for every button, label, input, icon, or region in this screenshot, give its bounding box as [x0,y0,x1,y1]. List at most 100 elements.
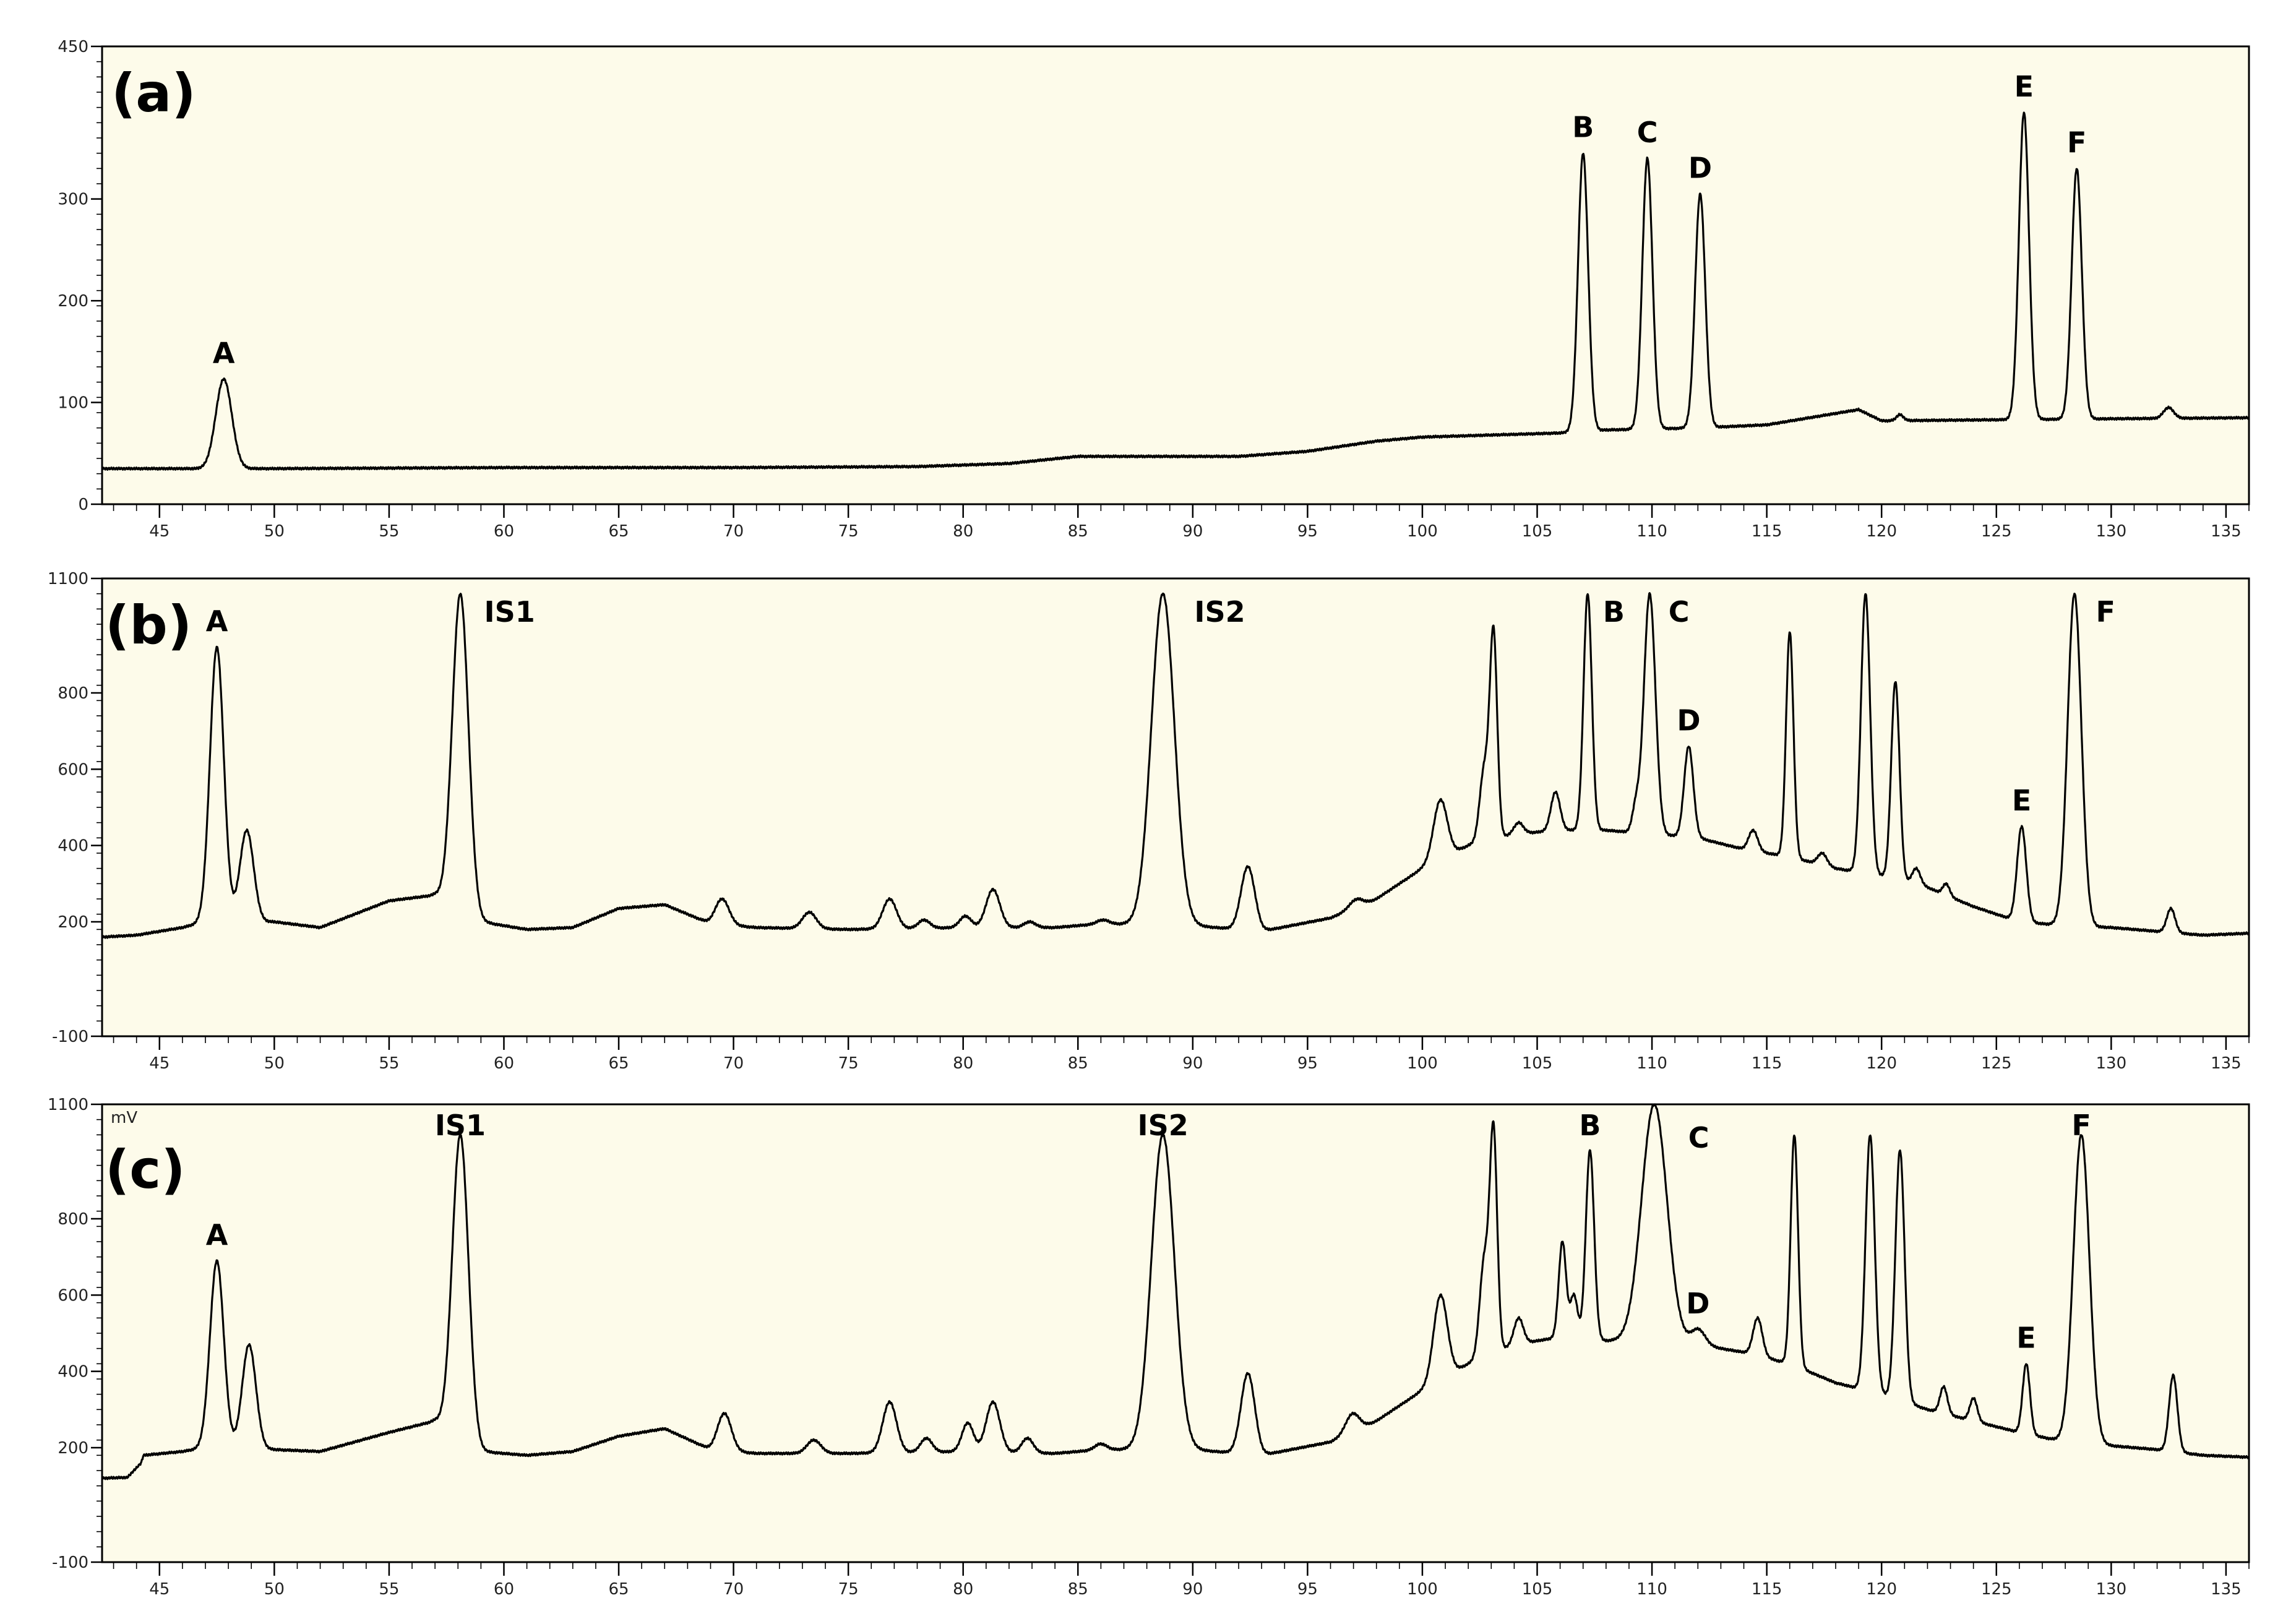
x-tick-label: 85 [1068,1580,1088,1599]
x-tick-label: 70 [723,522,744,541]
x-tick-label: 115 [1752,1054,1782,1073]
x-tick-label: 110 [1636,522,1667,541]
x-tick-label: 75 [838,522,859,541]
x-tick-label: 50 [264,522,285,541]
x-tick-label: 55 [379,1580,399,1599]
peak-label: A [213,337,235,370]
peak-label: F [2071,1109,2091,1142]
x-tick-label: 100 [1407,1580,1438,1599]
x-tick-label: 115 [1752,522,1782,541]
x-tick-label: 50 [264,1580,285,1599]
peak-label: E [2012,784,2031,817]
x-tick-label: 55 [379,1054,399,1073]
y-tick-label: 1100 [48,1096,88,1114]
peak-label: C [1669,595,1690,629]
x-tick-label: 75 [838,1580,859,1599]
plot-area [102,578,2249,1036]
plot-area [102,1104,2249,1562]
x-tick-label: 100 [1407,522,1438,541]
x-tick-label: 120 [1866,1054,1897,1073]
x-tick-label: 80 [953,1580,973,1599]
chromatogram-trace [101,1103,2250,1480]
x-tick-label: 70 [723,1054,744,1073]
peak-label: B [1579,1109,1601,1142]
x-tick-label: 95 [1297,522,1318,541]
x-tick-label: 55 [379,522,399,541]
y-tick-label: 400 [58,837,88,856]
x-tick-label: 125 [1981,522,2012,541]
x-tick-label: 60 [494,522,514,541]
x-tick-label: 120 [1866,522,1897,541]
x-tick-label: 60 [494,1054,514,1073]
x-tick-label: 130 [2096,1580,2127,1599]
y-tick-label: 600 [58,1286,88,1305]
x-tick-label: 120 [1866,1580,1897,1599]
x-tick-label: 95 [1297,1580,1318,1599]
x-tick-label: 50 [264,1054,285,1073]
peak-label: A [206,604,228,638]
y-tick-label: 800 [58,1210,88,1229]
panel-label: (b) [105,595,192,656]
y-tick-label: 200 [58,913,88,932]
peak-label: IS2 [1137,1109,1188,1142]
x-tick-label: 60 [494,1580,514,1599]
peak-label: F [2067,126,2086,159]
peak-label: D [1688,151,1712,184]
x-tick-label: 135 [2211,1054,2242,1073]
x-tick-label: 80 [953,522,973,541]
peak-label: D [1677,703,1700,737]
panel-label: (c) [105,1139,186,1201]
peak-label: IS1 [435,1109,486,1142]
y-tick-label: 0 [78,496,88,514]
peak-label: C [1688,1121,1709,1154]
peak-label: IS2 [1194,595,1245,629]
panel-label: (a) [111,62,196,124]
x-tick-label: 125 [1981,1054,2012,1073]
y-tick-label: 200 [58,292,88,311]
y-tick-label: 800 [58,684,88,703]
panel-b: -100 200 400 600 800 1100 45 50 55 60 65 70 75 80 85 90… [48,570,2250,1073]
x-tick-label: 85 [1068,1054,1088,1073]
y-tick-label: -100 [52,1028,88,1046]
peak-label: E [2014,70,2034,103]
y-tick-label: 100 [58,394,88,413]
x-tick-label: 65 [608,522,629,541]
x-tick-label: 135 [2211,1580,2242,1599]
chromatogram-trace [101,111,2250,471]
x-tick-label: 90 [1182,522,1203,541]
peak-label: IS1 [484,595,535,629]
x-tick-label: 70 [723,1580,744,1599]
y-tick-label: -100 [52,1553,88,1572]
y-tick-label: 400 [58,1363,88,1381]
y-tick-label: 1100 [48,570,88,588]
peak-label: D [1686,1287,1709,1320]
x-tick-label: 45 [149,1580,170,1599]
y-tick-label: 300 [58,191,88,209]
x-tick-label: 135 [2211,522,2242,541]
x-tick-label: 65 [608,1580,629,1599]
x-tick-label: 90 [1182,1580,1203,1599]
peak-label: A [206,1218,228,1252]
plot-area [102,46,2249,504]
x-tick-label: 45 [149,522,170,541]
peak-label: F [2096,595,2115,629]
unit-label: mV [111,1109,137,1127]
x-tick-label: 110 [1636,1580,1667,1599]
x-tick-label: 125 [1981,1580,2012,1599]
x-tick-label: 130 [2096,522,2127,541]
chromatogram-trace [101,592,2250,939]
y-tick-label: 200 [58,1439,88,1458]
peak-label: B [1572,111,1594,144]
peak-label: B [1603,595,1625,629]
peak-label: C [1637,116,1658,149]
x-tick-label: 100 [1407,1054,1438,1073]
y-tick-label: 600 [58,760,88,779]
x-tick-label: 85 [1068,522,1088,541]
y-tick-label: 450 [58,38,88,56]
x-tick-label: 105 [1522,1580,1553,1599]
x-tick-label: 90 [1182,1054,1203,1073]
x-tick-label: 75 [838,1054,859,1073]
x-tick-label: 105 [1522,522,1553,541]
x-tick-label: 95 [1297,1054,1318,1073]
